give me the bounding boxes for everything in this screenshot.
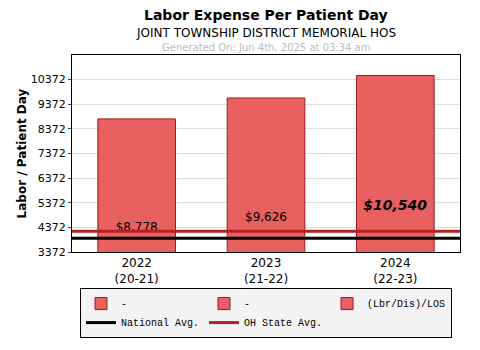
- svg-text:-: -: [244, 299, 250, 310]
- svg-text:$10,540: $10,540: [363, 197, 427, 213]
- svg-text:Labor / Patient Day: Labor / Patient Day: [15, 88, 29, 218]
- svg-text:9372: 9372: [38, 98, 66, 111]
- svg-text:3372: 3372: [38, 246, 66, 259]
- svg-text:-: -: [121, 299, 127, 310]
- svg-text:8372: 8372: [38, 123, 66, 136]
- svg-text:7372: 7372: [38, 147, 66, 160]
- svg-text:2023(21-22): 2023(21-22): [244, 256, 288, 286]
- svg-text:JOINT TOWNSHIP DISTRICT MEMORI: JOINT TOWNSHIP DISTRICT MEMORIAL HOS: [136, 26, 396, 40]
- svg-text:6372: 6372: [38, 172, 66, 185]
- svg-text:$9,626: $9,626: [245, 210, 287, 224]
- svg-text:$8,778: $8,778: [116, 220, 158, 234]
- svg-text:5372: 5372: [38, 197, 66, 210]
- svg-text:2022(20-21): 2022(20-21): [115, 256, 159, 286]
- svg-text:(Lbr/Dis)/LOS: (Lbr/Dis)/LOS: [367, 299, 445, 310]
- svg-text:4372: 4372: [38, 221, 66, 234]
- svg-text:2024(22-23): 2024(22-23): [373, 256, 417, 286]
- svg-text:10372: 10372: [31, 73, 66, 86]
- svg-text:National Avg.: National Avg.: [121, 318, 199, 329]
- svg-text:Labor Expense Per Patient Day: Labor Expense Per Patient Day: [144, 7, 388, 23]
- svg-text:OH State Avg.: OH State Avg.: [244, 318, 322, 329]
- svg-text:Generated On: Jun 4th, 2025 at: Generated On: Jun 4th, 2025 at 03:34 am: [162, 42, 371, 53]
